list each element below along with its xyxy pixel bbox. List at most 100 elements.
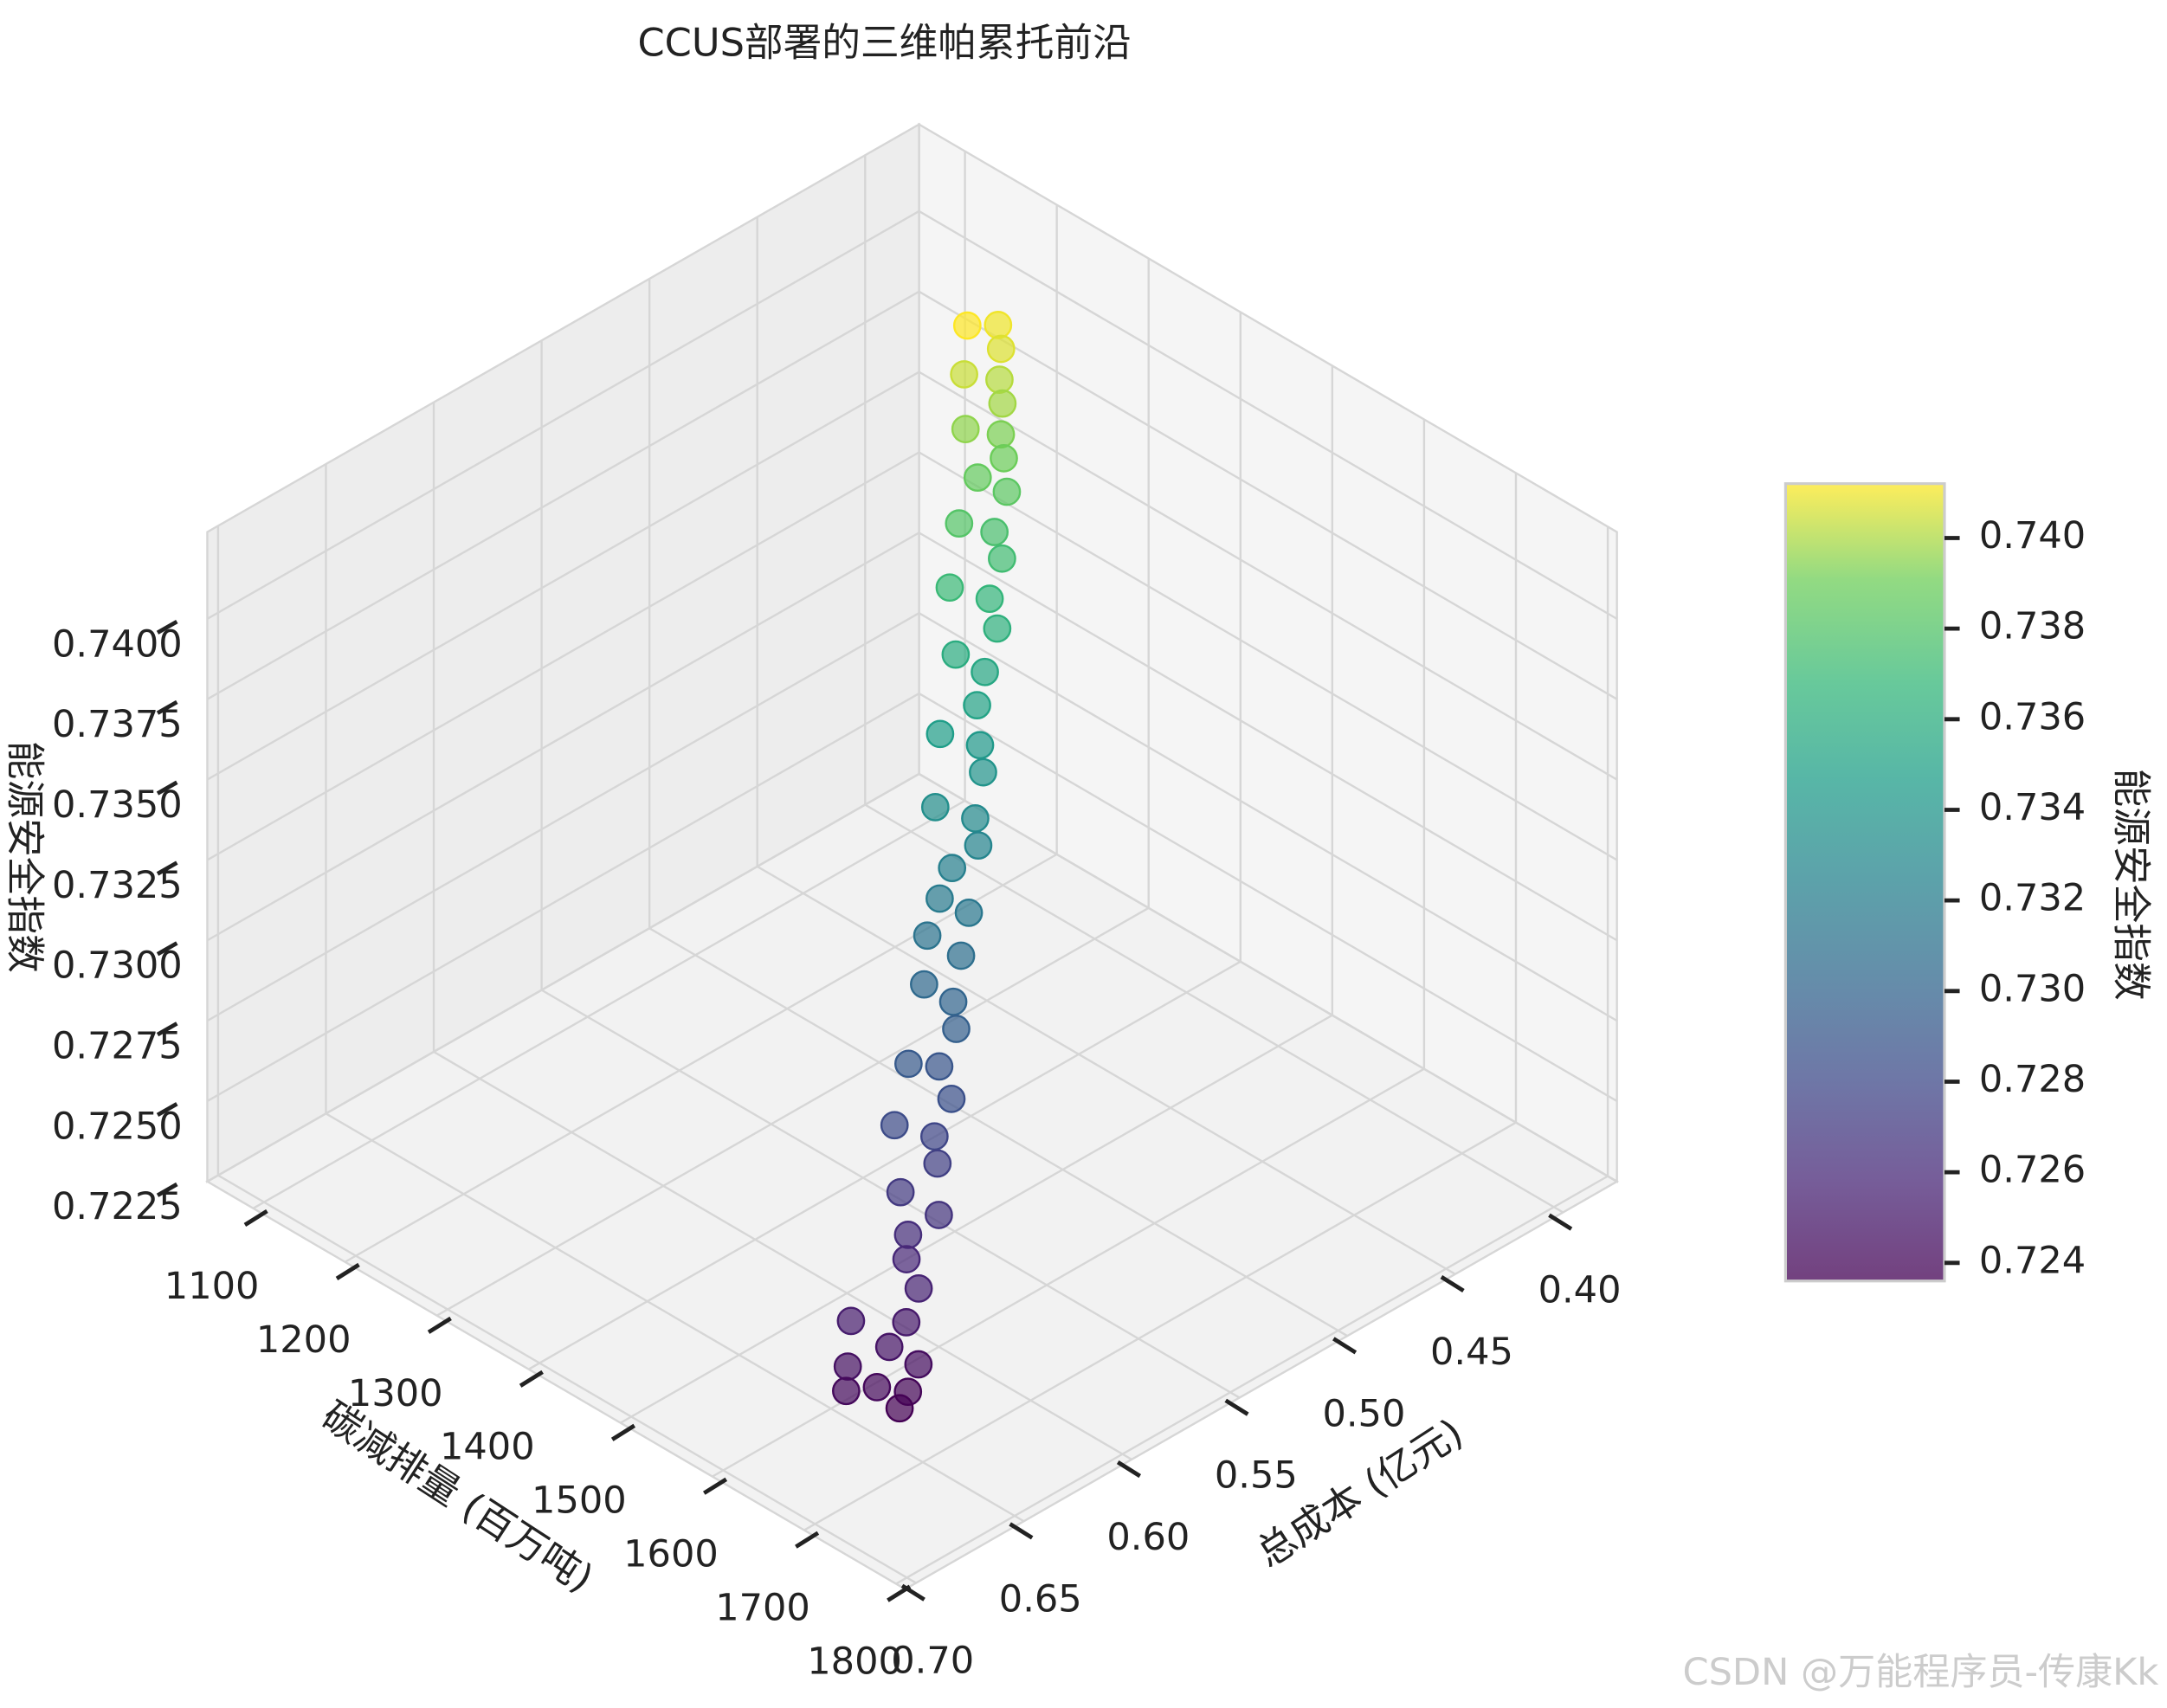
grid-line — [620, 1014, 1333, 1424]
point — [893, 1221, 923, 1249]
point — [984, 311, 1013, 339]
point — [937, 1085, 966, 1113]
point — [986, 420, 1016, 449]
point — [971, 657, 999, 686]
tick-mark — [335, 1262, 360, 1280]
grid-line — [206, 532, 920, 942]
point — [969, 757, 997, 787]
tick-mark — [156, 1022, 178, 1037]
tick-mark — [702, 1477, 728, 1495]
z-tick-label: 0.7325 — [52, 864, 183, 907]
point — [833, 1352, 862, 1381]
point — [862, 1373, 892, 1402]
colorbar-tick-label: 0.732 — [1979, 877, 2086, 920]
x-tick-label: 0.50 — [1322, 1392, 1405, 1435]
x-tick-label: 0.70 — [891, 1640, 974, 1683]
grid-line — [918, 772, 1618, 1183]
colorbar — [1783, 482, 1946, 1283]
grid-line — [648, 927, 1348, 1337]
point — [935, 573, 964, 603]
tick-mark — [156, 780, 178, 796]
point — [892, 1308, 921, 1337]
point — [886, 1177, 915, 1207]
point — [925, 884, 954, 913]
grid-line — [325, 1112, 1025, 1523]
point — [904, 1274, 933, 1303]
colorbar-tick-label: 0.726 — [1979, 1149, 2086, 1192]
grid-line — [206, 371, 920, 781]
tick-mark — [243, 1208, 268, 1227]
tick-mark — [795, 1531, 820, 1549]
y-tick-label: 1400 — [440, 1426, 535, 1469]
grid-line — [252, 799, 966, 1209]
grid-line — [206, 693, 920, 1103]
grid-line — [206, 612, 920, 1022]
panes — [156, 122, 1620, 1602]
x-tick-label: 0.40 — [1538, 1269, 1622, 1312]
point — [952, 311, 982, 340]
point — [874, 1332, 904, 1362]
point — [986, 334, 1016, 364]
z-axis-label: 能源安全指数 — [3, 741, 48, 973]
grid-line — [803, 1121, 1517, 1531]
grid-line — [433, 1050, 1132, 1460]
grid-line — [206, 290, 920, 700]
y-tick-label: 1800 — [807, 1640, 902, 1684]
point — [988, 389, 1017, 418]
grid-line — [918, 532, 1618, 942]
x-tick-label: 0.65 — [999, 1577, 1082, 1621]
grid-line — [918, 451, 1618, 861]
point — [938, 854, 967, 883]
grid-line — [712, 1067, 1425, 1478]
point — [980, 518, 1009, 546]
point — [965, 731, 995, 760]
point — [920, 793, 950, 822]
point — [963, 691, 991, 720]
point — [990, 443, 1018, 473]
point — [945, 509, 974, 538]
point — [880, 1111, 909, 1140]
y-tick-label: 1600 — [623, 1533, 719, 1576]
point — [950, 360, 978, 389]
z-tick-label: 0.7350 — [52, 783, 183, 827]
colorbar-tick-label: 0.734 — [1979, 786, 2086, 829]
colorbar-tick-label: 0.724 — [1979, 1239, 2086, 1282]
tick-mark — [156, 1182, 178, 1197]
point — [885, 1394, 914, 1423]
point — [951, 415, 980, 443]
grid-line — [528, 960, 1242, 1370]
point — [904, 1350, 933, 1379]
tick-mark — [156, 941, 178, 957]
point — [961, 803, 990, 833]
tick-mark — [1548, 1213, 1573, 1231]
chart-title: CCUS部署的三维帕累托前沿 — [637, 21, 1131, 66]
point — [941, 640, 971, 669]
y-tick-label: 1300 — [348, 1372, 443, 1415]
point — [925, 1201, 953, 1229]
point — [919, 1122, 949, 1151]
z-tick-label: 0.7300 — [52, 944, 183, 988]
tick-mark — [427, 1316, 452, 1334]
tick-mark — [519, 1370, 544, 1388]
tick-mark — [1440, 1275, 1465, 1293]
point — [894, 1049, 923, 1079]
colorbar-tick-label: 0.730 — [1979, 967, 2086, 1010]
grid-line — [918, 290, 1618, 700]
point — [964, 831, 993, 860]
grid-line — [217, 1174, 917, 1584]
point — [892, 1245, 921, 1273]
colorbar-tick-label: 0.736 — [1979, 695, 2086, 738]
tick-mark — [610, 1423, 635, 1441]
point — [988, 544, 1016, 573]
grid-line — [918, 209, 1618, 620]
point — [946, 941, 976, 970]
point — [963, 463, 992, 493]
point — [925, 719, 955, 749]
grid-line — [918, 371, 1618, 781]
x-tick-label: 0.60 — [1106, 1516, 1190, 1559]
grid-line — [895, 1175, 1609, 1585]
y-tick-label: 1700 — [715, 1587, 810, 1630]
grid-line — [206, 451, 920, 861]
